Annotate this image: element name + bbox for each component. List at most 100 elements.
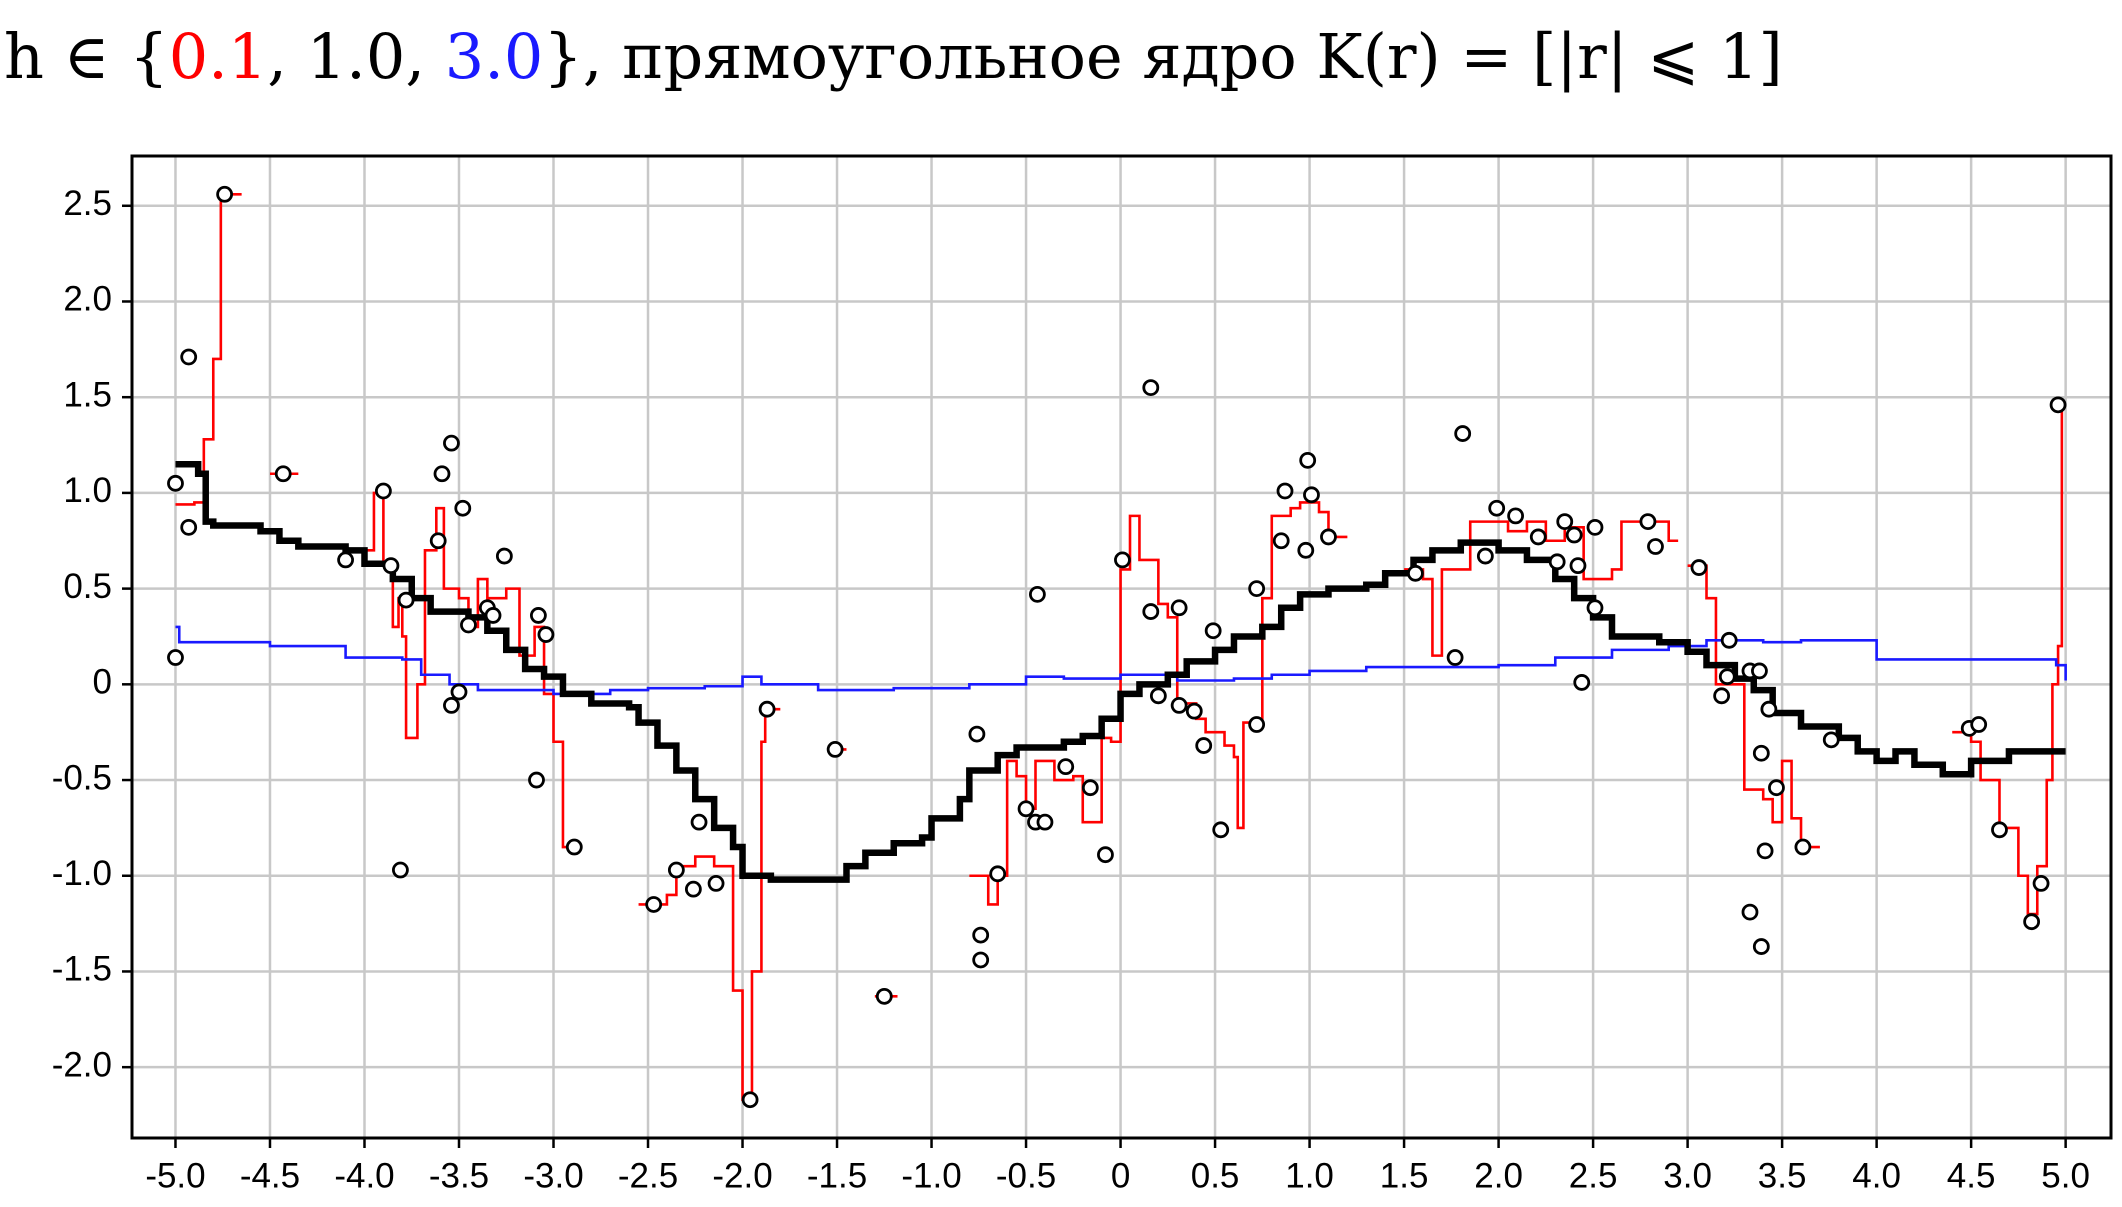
data-point bbox=[1170, 696, 1188, 714]
plot-frame bbox=[130, 154, 2113, 1140]
data-point bbox=[1204, 622, 1222, 640]
data-point bbox=[1454, 425, 1472, 442]
data-point bbox=[1036, 813, 1054, 831]
data-point bbox=[707, 875, 725, 892]
data-point bbox=[1488, 499, 1506, 517]
data-point bbox=[167, 474, 184, 492]
data-point bbox=[684, 880, 702, 898]
title-part: h ∈ { bbox=[4, 20, 169, 93]
data-point bbox=[972, 926, 990, 944]
y-tick-label: 0.5 bbox=[63, 567, 112, 606]
data-point bbox=[1299, 451, 1317, 469]
data-point bbox=[1276, 482, 1294, 500]
chart-title: h ∈ {0.1, 1.0, 3.0}, прямоугольное ядро … bbox=[4, 20, 1783, 93]
x-tick-label: -1.5 bbox=[807, 1156, 867, 1195]
y-tick-label: -1.5 bbox=[52, 950, 112, 989]
data-point bbox=[1142, 603, 1160, 620]
data-point bbox=[1768, 779, 1785, 797]
y-tick-label: 1.0 bbox=[63, 471, 112, 510]
data-point bbox=[537, 626, 555, 643]
title-part: , bbox=[405, 20, 444, 93]
data-point bbox=[1272, 532, 1290, 550]
data-point bbox=[2049, 396, 2067, 414]
data-point bbox=[528, 771, 545, 789]
data-point bbox=[1446, 649, 1464, 666]
data-point bbox=[1212, 821, 1230, 839]
data-point bbox=[1647, 538, 1664, 555]
data-point bbox=[667, 861, 685, 879]
step-line bbox=[175, 460, 2066, 883]
data-point bbox=[392, 861, 409, 879]
x-tick-label: 4.0 bbox=[1852, 1156, 1901, 1195]
data-point bbox=[1028, 585, 1046, 603]
x-tick-label: -0.5 bbox=[996, 1156, 1056, 1195]
data-point bbox=[741, 1091, 759, 1109]
data-point bbox=[645, 896, 663, 913]
data-point bbox=[460, 616, 477, 634]
x-tick-label: 2.0 bbox=[1474, 1156, 1523, 1195]
x-tick-label: 1.5 bbox=[1380, 1156, 1429, 1195]
data-point bbox=[1185, 702, 1203, 720]
data-point bbox=[1970, 716, 1988, 733]
data-point bbox=[1017, 800, 1035, 818]
data-point bbox=[1303, 486, 1320, 504]
data-point bbox=[968, 725, 986, 743]
data-point bbox=[565, 838, 583, 856]
data-point bbox=[1548, 553, 1566, 571]
data-point bbox=[1586, 599, 1604, 617]
data-point bbox=[1170, 599, 1188, 617]
x-tick-label: 4.5 bbox=[1947, 1156, 1996, 1195]
data-point bbox=[1573, 674, 1591, 691]
data-point bbox=[274, 465, 292, 483]
data-point bbox=[1057, 758, 1075, 776]
data-point bbox=[337, 551, 354, 569]
title-part: }, прямоугольное ядро K(r) = [|r| ⩽ 1] bbox=[543, 20, 1782, 93]
data-point bbox=[382, 557, 400, 575]
data-point bbox=[2032, 875, 2050, 892]
data-point bbox=[1586, 518, 1604, 536]
data-point bbox=[1556, 513, 1574, 531]
data-point bbox=[1565, 526, 1583, 544]
y-tick-label: 2.0 bbox=[63, 280, 112, 319]
data-point bbox=[1760, 700, 1778, 718]
x-tick-label: 1.0 bbox=[1285, 1156, 1334, 1195]
data-point bbox=[397, 591, 415, 609]
data-point bbox=[1752, 744, 1770, 762]
y-tick-label: -1.0 bbox=[52, 854, 112, 893]
x-tick-label: -4.0 bbox=[334, 1156, 394, 1195]
data-point bbox=[1822, 731, 1840, 749]
data-point bbox=[1320, 528, 1337, 546]
x-tick-label: -2.5 bbox=[618, 1156, 678, 1195]
data-point bbox=[1114, 551, 1131, 569]
data-point bbox=[972, 951, 990, 969]
x-tick-label: 3.5 bbox=[1758, 1156, 1807, 1195]
x-tick-label: 0.5 bbox=[1191, 1156, 1240, 1195]
data-point bbox=[690, 813, 708, 831]
data-point bbox=[1248, 580, 1266, 598]
data-point bbox=[1476, 547, 1494, 565]
data-point bbox=[429, 532, 447, 550]
data-point bbox=[1507, 507, 1524, 525]
data-point bbox=[1720, 631, 1738, 649]
x-tick-label: -2.0 bbox=[712, 1156, 772, 1195]
data-point bbox=[1794, 838, 1812, 856]
data-point bbox=[180, 348, 198, 366]
x-tick-label: -3.5 bbox=[429, 1156, 489, 1195]
data-point bbox=[529, 607, 547, 624]
data-point bbox=[1081, 779, 1099, 797]
data-point bbox=[433, 465, 451, 483]
data-point bbox=[1718, 668, 1736, 686]
data-point bbox=[1639, 513, 1657, 531]
data-point bbox=[1097, 846, 1114, 864]
legend-entry: 0.1 bbox=[169, 20, 268, 93]
data-point bbox=[180, 518, 198, 536]
y-tick-label: 1.5 bbox=[63, 375, 112, 414]
x-tick-label: -5.0 bbox=[145, 1156, 205, 1195]
data-point bbox=[1149, 687, 1167, 705]
data-point bbox=[1248, 716, 1266, 733]
data-point bbox=[443, 434, 460, 452]
data-point bbox=[167, 649, 184, 666]
title-part: , bbox=[267, 20, 306, 93]
